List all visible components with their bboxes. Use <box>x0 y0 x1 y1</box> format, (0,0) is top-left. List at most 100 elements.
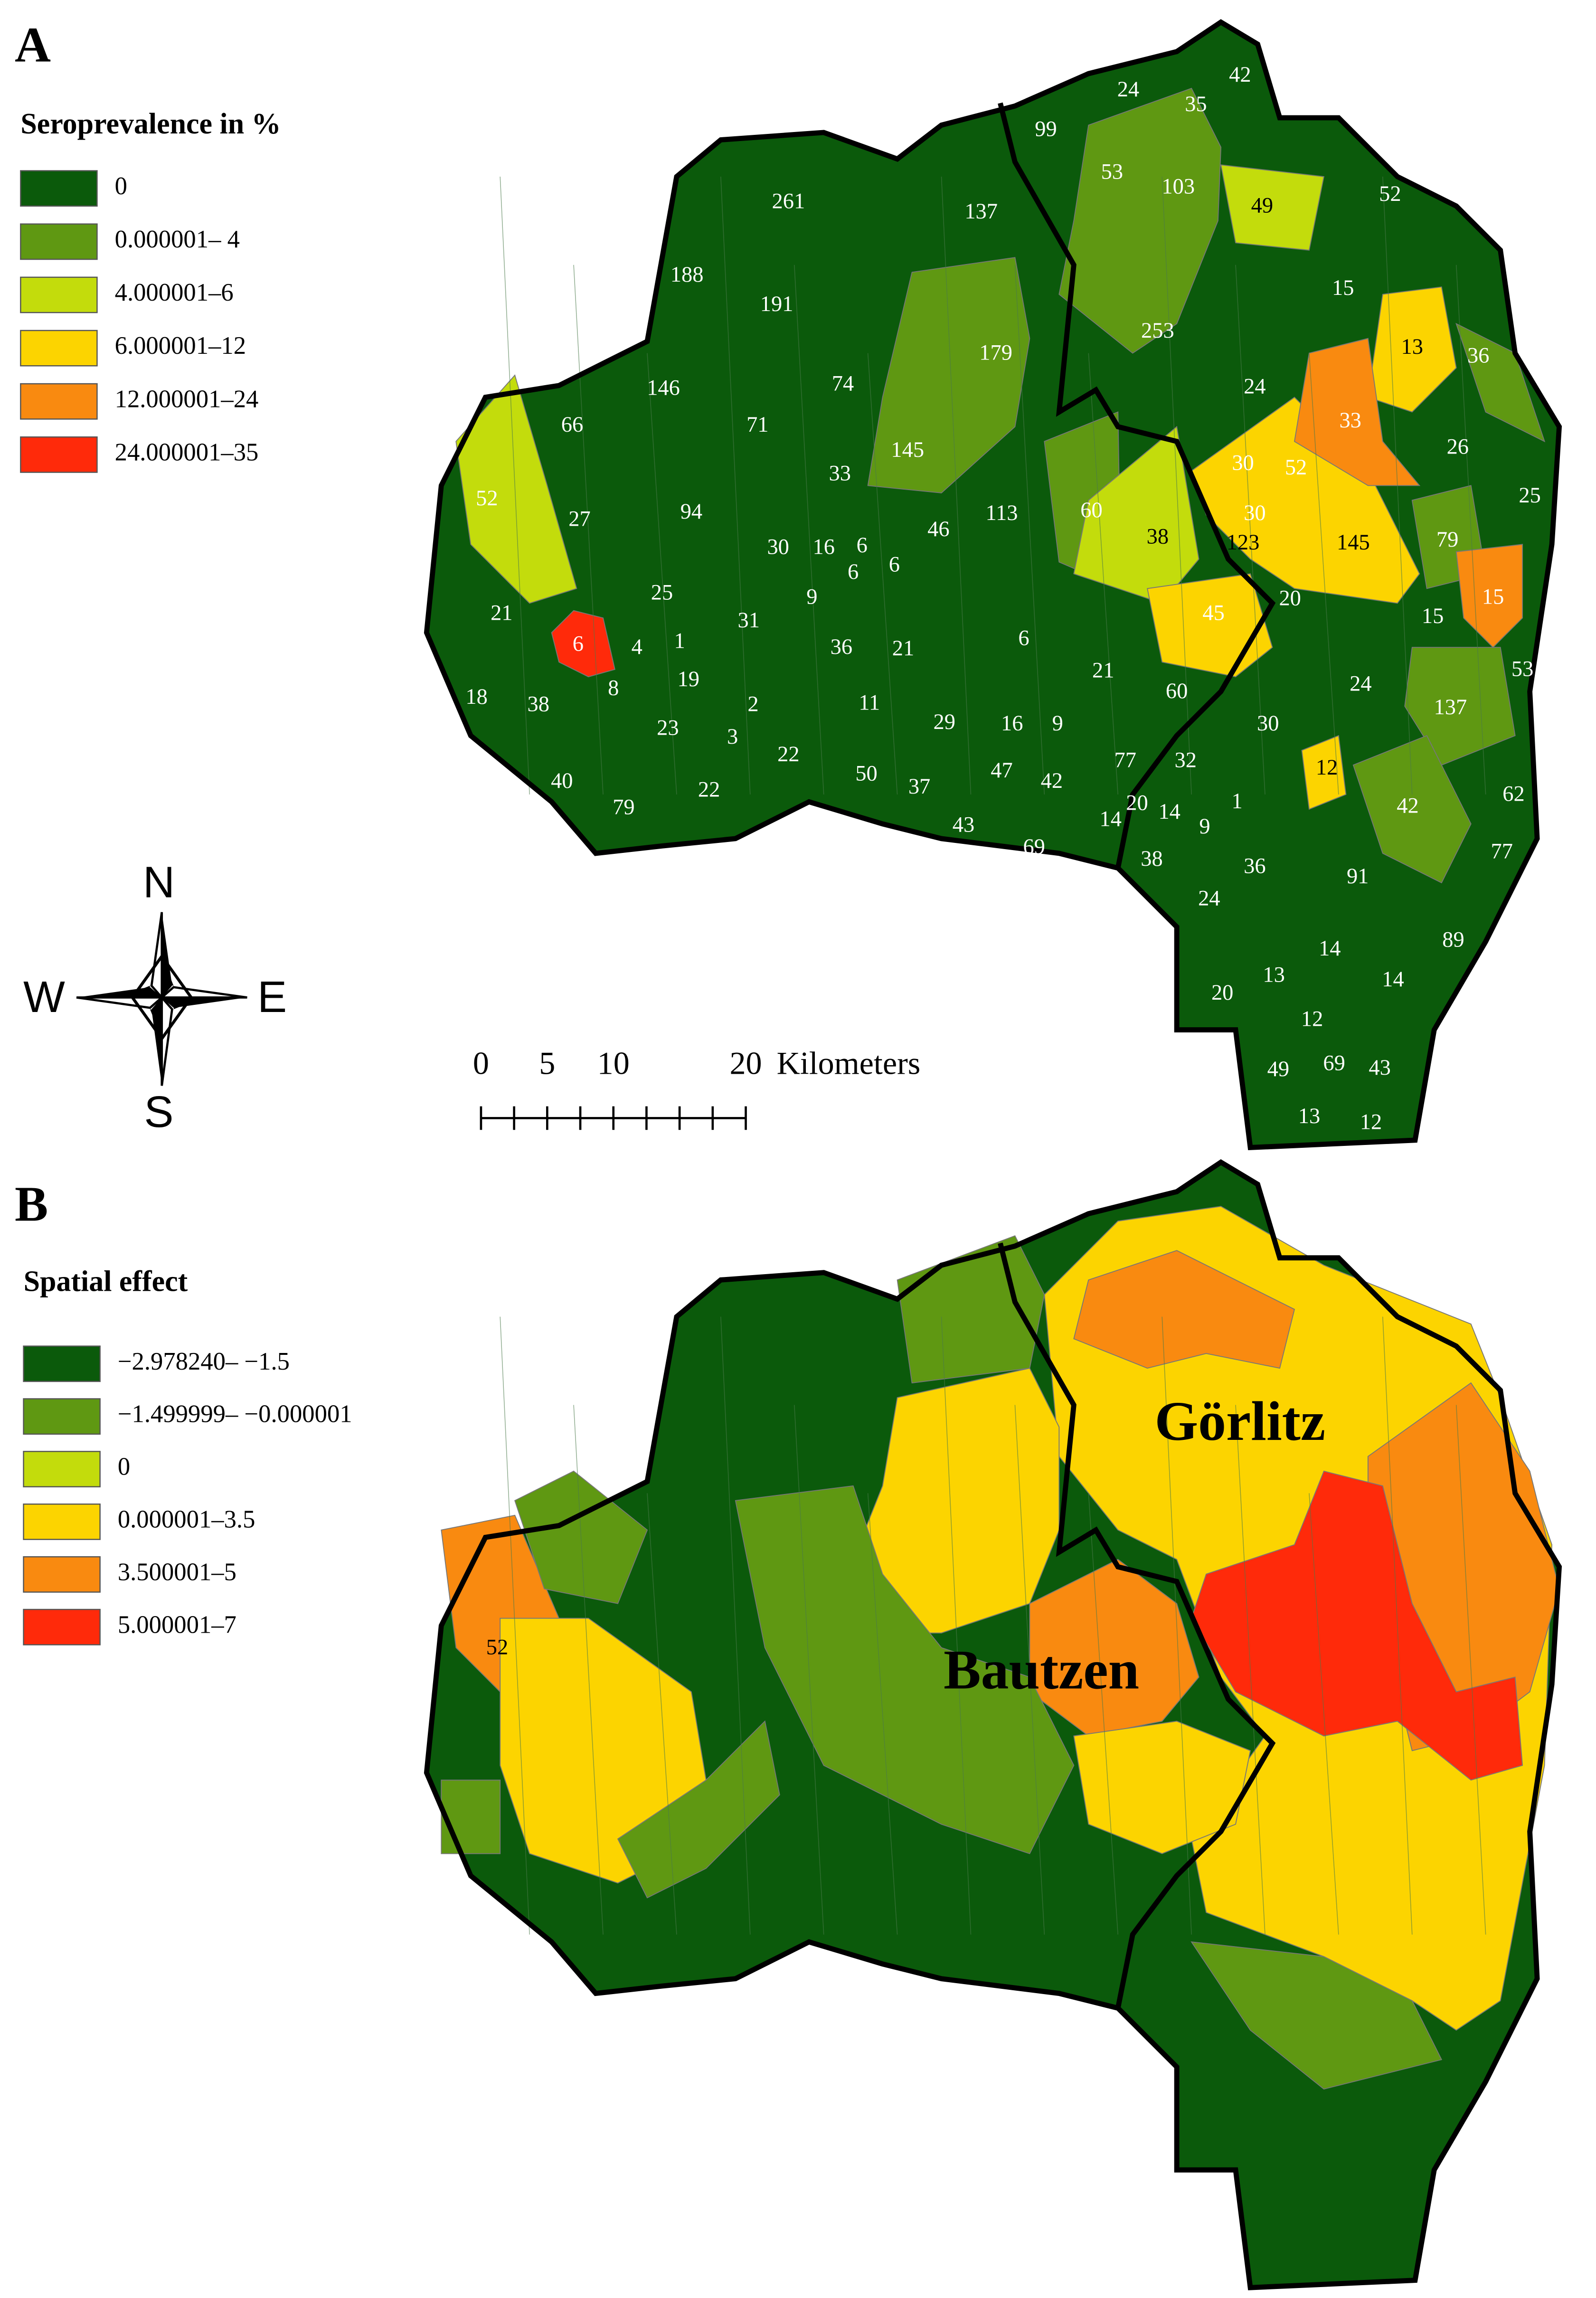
scale-bar: 0 5 10 20 Kilometers <box>473 1045 920 1130</box>
legend-label: 5.000001–7 <box>118 1611 236 1638</box>
district <box>1404 647 1516 766</box>
district-label: 123 <box>1227 530 1260 555</box>
district-label: 23 <box>657 716 679 740</box>
district-label: 94 <box>680 500 702 524</box>
legend-swatch <box>23 1556 101 1593</box>
district-label: 11 <box>859 691 880 715</box>
district-line <box>1014 1405 1045 1935</box>
district-label: 12 <box>1316 756 1338 780</box>
legend-label: −2.978240– −1.5 <box>118 1348 290 1375</box>
district-line <box>720 176 751 794</box>
legend-swatch <box>20 170 98 207</box>
district-label: 66 <box>561 413 583 437</box>
district-label: 30 <box>1232 451 1254 475</box>
district-label: 1 <box>674 629 685 653</box>
district-label: 15 <box>1332 276 1354 300</box>
legend-swatch <box>20 223 98 260</box>
district <box>617 1720 780 1899</box>
district-label: 13 <box>1263 963 1284 987</box>
district-label: 30 <box>1244 501 1265 525</box>
district-line <box>1162 1316 1192 1935</box>
scale-label: 0 <box>473 1045 489 1081</box>
district <box>867 257 1030 493</box>
district-label: 9 <box>806 585 817 609</box>
compass-south: S <box>144 1087 174 1136</box>
district-border <box>998 102 1276 869</box>
district-label: 22 <box>777 742 799 766</box>
district-label: 18 <box>465 685 487 709</box>
district-label: 20 <box>1211 981 1233 1005</box>
region-label: Bautzen <box>944 1639 1139 1701</box>
district-label: 113 <box>986 501 1018 525</box>
district-line <box>1309 353 1339 795</box>
legend-swatch <box>23 1451 101 1487</box>
district-label: 42 <box>1229 63 1251 87</box>
district-label: 49 <box>1251 194 1273 218</box>
district-label: 52 <box>486 1635 508 1659</box>
district-label: 30 <box>1257 711 1279 736</box>
district <box>852 1367 1060 1634</box>
district-label: 13 <box>1298 1104 1320 1128</box>
district-label: 25 <box>651 580 673 605</box>
legend-label: 6.000001–12 <box>115 332 246 359</box>
legend-swatch <box>20 276 98 313</box>
district-line <box>1088 1493 1119 1935</box>
district-label: 24 <box>1198 887 1220 911</box>
district-label: 36 <box>1244 854 1265 878</box>
scale-label: 5 <box>539 1045 555 1081</box>
district-label: 9 <box>1052 711 1063 736</box>
district-label: 14 <box>1319 936 1341 961</box>
district-label: 15 <box>1422 604 1444 628</box>
district-label: 53 <box>1511 657 1533 681</box>
district-label: 21 <box>491 601 512 625</box>
district-label: 14 <box>1100 807 1122 831</box>
district-label: 8 <box>608 676 619 700</box>
district-line <box>793 1405 824 1935</box>
region-label: Görlitz <box>1155 1390 1326 1452</box>
district <box>551 610 615 678</box>
district-label: 137 <box>1434 695 1467 719</box>
district-line <box>867 1493 898 1935</box>
map-b <box>424 1159 1562 2290</box>
district-line <box>867 353 898 795</box>
district-label: 37 <box>908 775 930 799</box>
district-line <box>793 265 824 794</box>
legend-swatch <box>23 1398 101 1435</box>
district-label: 32 <box>1175 748 1197 772</box>
district-label: 43 <box>1369 1056 1390 1080</box>
legend-swatch <box>20 436 98 473</box>
district-label: 52 <box>1285 455 1307 480</box>
district-label: 30 <box>767 535 789 559</box>
district-label: 79 <box>1436 528 1458 552</box>
district <box>1352 735 1472 884</box>
district-label: 52 <box>476 486 498 511</box>
legend-label: 12.000001–24 <box>115 385 259 413</box>
district-label: 145 <box>1337 530 1370 555</box>
district-label: 4 <box>632 635 642 659</box>
legend-label: 0 <box>115 172 127 200</box>
district-label: 45 <box>1202 601 1224 625</box>
district <box>1147 573 1273 678</box>
district-label: 40 <box>551 769 573 793</box>
district <box>1455 544 1523 648</box>
legend-label: 4.000001–6 <box>115 279 234 306</box>
district-label: 12 <box>1301 1007 1323 1031</box>
district-label: 69 <box>1023 835 1045 859</box>
compass <box>76 912 247 1086</box>
district-label: 79 <box>613 795 634 820</box>
district-label: 261 <box>772 189 805 213</box>
scale-label: 20 <box>729 1045 762 1081</box>
district-label: 77 <box>1491 840 1513 864</box>
legend-swatch <box>23 1345 101 1382</box>
district <box>455 374 577 604</box>
district-label: 6 <box>848 560 859 584</box>
legend-swatch <box>23 1504 101 1540</box>
district-label: 43 <box>953 813 974 837</box>
district-label: 15 <box>1482 585 1504 609</box>
region-base <box>426 22 1559 1148</box>
district-label: 89 <box>1442 927 1464 952</box>
map-a <box>424 19 1562 1151</box>
district-line <box>1382 1316 1413 1935</box>
district-label: 19 <box>677 667 699 691</box>
